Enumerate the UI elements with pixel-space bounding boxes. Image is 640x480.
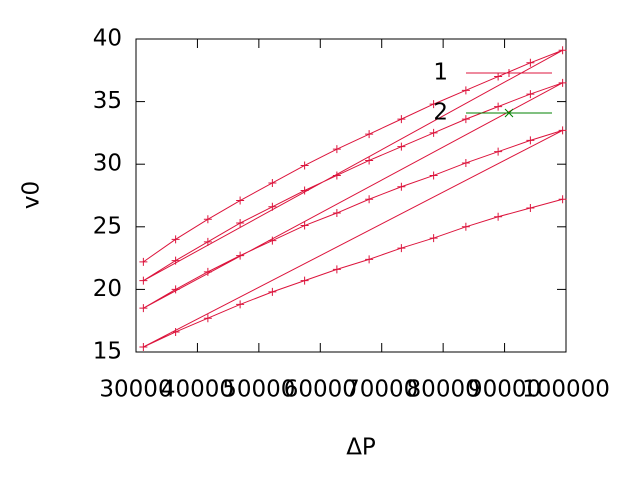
point: [526, 204, 535, 213]
legend-marker: [504, 108, 514, 118]
point: [332, 265, 341, 274]
point: [203, 215, 212, 224]
point: [332, 171, 341, 180]
y-tick-label: 20: [93, 276, 122, 302]
point: [236, 251, 245, 260]
point: [236, 219, 245, 228]
point: [494, 72, 503, 81]
point: [236, 300, 245, 309]
point: [332, 145, 341, 154]
point: [365, 255, 374, 264]
series-line: [143, 49, 563, 348]
point: [300, 276, 309, 285]
point: [236, 196, 245, 205]
point: [171, 235, 180, 244]
point: [526, 90, 535, 99]
point: [526, 136, 535, 145]
y-tick-label: 30: [93, 151, 122, 177]
point: [526, 58, 535, 67]
x-tick-label: 60000: [284, 377, 357, 403]
point: [558, 46, 567, 55]
x-tick-label: 50000: [222, 377, 295, 403]
legend-label: 2: [433, 100, 448, 126]
point: [558, 78, 567, 87]
point: [397, 182, 406, 191]
point: [558, 195, 567, 204]
point: [365, 130, 374, 139]
x-tick-label: 100000: [522, 377, 610, 403]
point: [268, 178, 277, 187]
point: [300, 161, 309, 170]
point: [203, 267, 212, 276]
point: [429, 171, 438, 180]
point: [268, 202, 277, 211]
point: [300, 186, 309, 195]
x-tick-label: 70000: [345, 377, 418, 403]
point: [429, 100, 438, 109]
point: [365, 156, 374, 165]
legend-label: 1: [433, 60, 448, 86]
y-tick-label: 15: [93, 339, 122, 365]
y-tick-label: 40: [93, 26, 122, 52]
point: [332, 209, 341, 218]
point: [171, 285, 180, 294]
point: [203, 237, 212, 246]
x-tick-label: 40000: [161, 377, 234, 403]
point: [461, 86, 470, 95]
point: [397, 142, 406, 151]
point: [139, 276, 148, 285]
point: [203, 314, 212, 323]
point: [429, 234, 438, 243]
y-tick-label: 35: [93, 88, 122, 114]
legend-marker: [505, 69, 513, 77]
point: [429, 128, 438, 137]
x-axis-label: ΔP: [346, 435, 376, 461]
point: [494, 147, 503, 156]
point: [268, 287, 277, 296]
point: [461, 158, 470, 167]
point: [494, 212, 503, 221]
point: [139, 257, 148, 266]
point: [461, 115, 470, 124]
point: [139, 342, 148, 351]
point: [365, 195, 374, 204]
point: [397, 115, 406, 124]
point: [461, 222, 470, 231]
y-axis-label: v0: [19, 181, 45, 209]
x-tick-label: 80000: [407, 377, 480, 403]
point: [494, 102, 503, 111]
point: [268, 236, 277, 245]
point: [558, 126, 567, 135]
x-tick-label: 30000: [99, 377, 172, 403]
point: [171, 327, 180, 336]
plot-border: [135, 38, 567, 353]
point: [139, 304, 148, 313]
x-tick-label: 90000: [468, 377, 541, 403]
point: [171, 256, 180, 265]
point: [300, 221, 309, 230]
y-tick-label: 25: [93, 213, 122, 239]
point: [397, 244, 406, 253]
